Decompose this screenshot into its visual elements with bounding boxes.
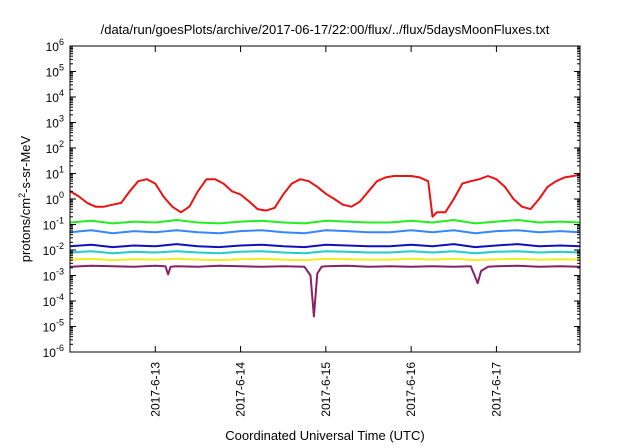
y-axis: 10-6 10-5 10-4 10-3 10-2 10-1 100 101 102 103 104 1… — [43, 37, 580, 360]
y-tick-label: 103 — [46, 114, 64, 131]
series-line-3 — [69, 229, 581, 235]
chart-title: /data/run/goesPlots/archive/2017-06-17/2… — [101, 22, 550, 37]
series-layer — [69, 173, 581, 318]
series-line-4 — [69, 243, 581, 249]
y-tick-label: 101 — [46, 165, 64, 182]
plot-frame — [69, 45, 581, 353]
y-tick-label: 10-3 — [43, 267, 64, 284]
y-tick-label: 10-6 — [43, 343, 64, 360]
x-tick-label: 2017-6-15 — [319, 362, 333, 417]
y-tick-label: 10-1 — [43, 216, 64, 233]
series-line-5 — [69, 250, 581, 255]
x-tick-label: 2017-6-17 — [489, 362, 503, 417]
series-line-1 — [69, 173, 581, 218]
y-tick-label: 10-2 — [43, 241, 64, 258]
y-tick-label: 10-4 — [43, 292, 64, 309]
y-tick-label: 10-5 — [43, 318, 64, 335]
y-tick-label: 100 — [46, 190, 64, 207]
y-axis-label: protons/cm2-s-sr-MeV — [17, 135, 33, 262]
x-axis: 2017-6-13 2017-6-14 2017-6-15 2017-6-16 2017… — [148, 46, 503, 417]
x-tick-label: 2017-6-16 — [404, 362, 418, 417]
series-line-7 — [69, 264, 581, 318]
series-line-2 — [69, 219, 581, 225]
series-line-6 — [69, 257, 581, 262]
x-axis-label: Coordinated Universal Time (UTC) — [225, 428, 424, 443]
y-tick-label: 106 — [46, 37, 64, 54]
x-tick-label: 2017-6-14 — [234, 362, 248, 417]
y-tick-label: 104 — [46, 88, 64, 105]
y-tick-label: 102 — [46, 139, 64, 156]
y-tick-label: 105 — [46, 63, 64, 80]
x-tick-label: 2017-6-13 — [148, 362, 162, 417]
